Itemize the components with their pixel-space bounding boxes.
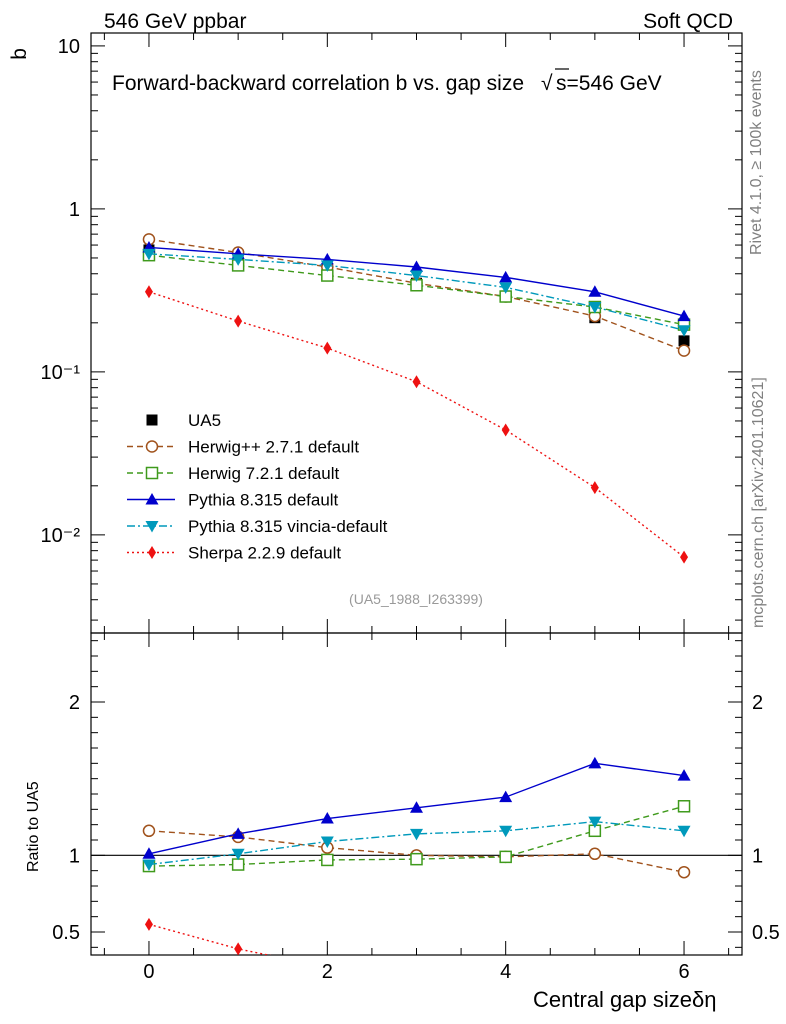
- ratio-data-point: [499, 850, 512, 864]
- ratio-plot-frame: [90, 632, 743, 956]
- legend-marker: [145, 493, 159, 505]
- ratio-data-point: [677, 769, 691, 781]
- mcplots-label: mcplots.cern.ch [arXiv:2401.10621]: [750, 377, 767, 628]
- ratio-data-point: [320, 836, 334, 849]
- analysis-id: (UA5_1988_I263399): [349, 591, 483, 607]
- legend-marker: [145, 466, 159, 480]
- data-point: [501, 423, 510, 437]
- main-axes: 1 10 10⁻¹ 10⁻²: [41, 33, 742, 633]
- ratio-series-group: [142, 756, 691, 978]
- ratio-y-axis-label: Ratio to UA5: [25, 781, 42, 872]
- data-point: [588, 285, 602, 297]
- data-point: [677, 344, 691, 357]
- ratio-y-tick-label: 2: [69, 692, 80, 714]
- ratio-data-point: [677, 865, 691, 879]
- data-point: [499, 270, 513, 283]
- x-tick-label: 2: [322, 961, 333, 983]
- ratio-data-point: [231, 858, 245, 871]
- ratio-data-point: [588, 816, 602, 829]
- y-tick-label: 10⁻¹: [41, 362, 81, 384]
- legend-marker: [145, 521, 159, 533]
- x-axis-label-symbol: δη: [692, 987, 716, 1012]
- y-tick-label: 10: [58, 36, 80, 58]
- ratio-data-point: [320, 812, 334, 824]
- ratio-y-tick-label-right: 1: [752, 845, 763, 867]
- ratio-data-point: [677, 800, 691, 813]
- ratio-data-point: [588, 756, 602, 769]
- header-right-label: Soft QCD: [643, 10, 733, 33]
- x-tick-label: 6: [678, 961, 689, 983]
- data-point: [320, 260, 334, 272]
- legend-label: UA5: [188, 411, 221, 430]
- data-point: [677, 309, 691, 322]
- ratio-data-point: [231, 848, 245, 861]
- ratio-data-point: [142, 824, 156, 838]
- ratio-y-tick-label-right: 2: [752, 692, 763, 714]
- ratio-data-point: [142, 859, 156, 872]
- ratio-data-point: [142, 847, 156, 859]
- x-axis-label: Central gap size: [533, 987, 692, 1012]
- chart-title-energy: s=546 GeV: [556, 72, 662, 95]
- data-point: [144, 285, 153, 299]
- rivet-label: Rivet 4.1.0, ≥ 100k events: [748, 70, 765, 255]
- ratio-data-point: [413, 965, 421, 978]
- legend-label: Pythia 8.315 default: [188, 491, 339, 510]
- ratio-data-point: [410, 828, 423, 841]
- legend: UA5 Herwig++ 2.7.1 default Herwig 7.2.1 de…: [127, 411, 388, 563]
- data-point: [142, 248, 156, 261]
- chart-title-sqrt: √: [541, 72, 553, 95]
- data-point: [231, 254, 245, 266]
- ratio-axes: 0 2 4 6 2 2 1 1 0.5 0.5: [52, 633, 780, 983]
- chart-title: Forward-backward correlation b vs. gap s…: [112, 72, 524, 95]
- data-point: [412, 375, 421, 389]
- ratio-data-point: [231, 827, 245, 839]
- ratio-data-point: [677, 825, 691, 838]
- main-series-group: [142, 233, 691, 564]
- ratio-data-point: [410, 852, 423, 866]
- legend-label: Herwig++ 2.7.1 default: [188, 438, 359, 457]
- data-point: [323, 341, 332, 355]
- legend-label: Sherpa 2.2.9 default: [188, 544, 341, 563]
- legend-label: Herwig 7.2.1 default: [188, 464, 339, 483]
- legend-marker: [148, 546, 156, 559]
- data-point: [588, 302, 602, 314]
- legend-marker: [146, 414, 158, 426]
- data-point: [499, 282, 513, 294]
- y-tick-label: 1: [69, 199, 80, 221]
- y-axis-label: b: [8, 48, 31, 60]
- ratio-data-point: [234, 942, 243, 955]
- x-tick-label: 4: [500, 961, 511, 983]
- y-tick-label: 10⁻²: [41, 525, 81, 547]
- series-line: [148, 238, 685, 352]
- ratio-data-point: [410, 801, 423, 813]
- ratio-data-point: [321, 853, 334, 867]
- header-left-label: 546 GeV ppbar: [104, 10, 246, 33]
- data-point: [590, 481, 599, 495]
- legend-marker: [145, 440, 159, 453]
- legend-label: Pythia 8.315 vincia-default: [188, 517, 388, 536]
- ratio-data-point: [499, 825, 513, 838]
- data-point: [410, 260, 423, 273]
- ratio-y-tick-label: 0.5: [52, 922, 80, 944]
- ratio-y-tick-label-right: 0.5: [752, 922, 780, 944]
- data-point: [677, 325, 691, 337]
- data-point: [410, 270, 423, 283]
- x-tick-label: 0: [143, 961, 154, 983]
- ratio-data-point: [499, 790, 513, 803]
- ratio-data-point: [588, 847, 602, 861]
- data-point: [678, 335, 690, 347]
- ratio-data-point: [144, 917, 153, 931]
- data-point: [234, 314, 243, 328]
- ratio-y-tick-label: 1: [69, 845, 80, 867]
- data-point: [680, 550, 689, 564]
